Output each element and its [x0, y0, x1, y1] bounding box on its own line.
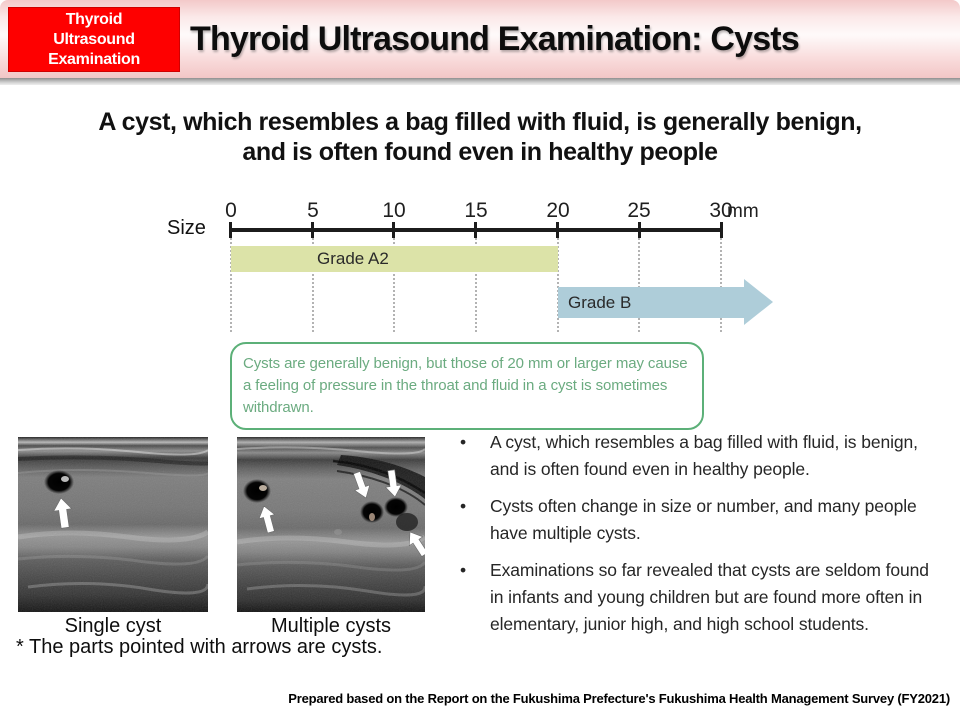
badge-line: Examination — [48, 50, 140, 68]
axis-tick — [720, 222, 723, 238]
cyst-arrow-icon — [408, 531, 425, 557]
badge-line: Ultrasound — [53, 30, 135, 48]
cyst-spot — [396, 513, 418, 531]
single-cyst-spot — [44, 470, 74, 494]
header-badge: Thyroid Ultrasound Examination — [8, 7, 180, 72]
axis-tick — [556, 222, 559, 238]
bullet-icon: • — [460, 560, 467, 580]
lead-line-2: and is often found even in healthy peopl… — [242, 138, 718, 166]
lead-line-1: A cyst, which resembles a bag filled wit… — [98, 108, 862, 136]
cyst-spot — [360, 501, 384, 523]
tick-label-25: 25 — [627, 199, 651, 222]
list-item-text: A cyst, which resembles a bag filled wit… — [490, 432, 918, 479]
ultrasound-image-multiple-cysts — [237, 437, 425, 612]
grade-b-arrow: Grade B — [558, 287, 744, 318]
list-item-text: Cysts often change in size or number, an… — [490, 496, 917, 543]
list-item: • Examinations so far revealed that cyst… — [452, 557, 946, 638]
gridline-dotted — [720, 238, 722, 332]
figure-caption-single: Single cyst — [64, 615, 162, 637]
ultrasound-image-single-cyst — [18, 437, 208, 612]
cyst-spot — [384, 497, 408, 517]
gridline-dotted — [312, 238, 314, 332]
cyst-arrow-icon — [53, 497, 73, 529]
tick-label-0: 0 — [225, 199, 237, 222]
gridline-dotted — [475, 238, 477, 332]
gridline-dotted — [557, 238, 559, 332]
bullet-list: • A cyst, which resembles a bag filled w… — [452, 429, 946, 648]
bullet-icon: • — [460, 432, 467, 452]
list-item-text: Examinations so far revealed that cysts … — [490, 560, 929, 634]
axis-tick — [474, 222, 477, 238]
gridline-dotted — [230, 238, 232, 332]
header-divider — [0, 78, 960, 85]
tick-label-20: 20 — [546, 199, 570, 222]
axis-label: Size — [167, 217, 206, 239]
cyst-spot — [243, 479, 271, 503]
grade-a2-bar: Grade A2 — [231, 246, 558, 272]
cyst-arrow-icon — [258, 505, 276, 534]
lead-heading: A cyst, which resembles a bag filled wit… — [0, 107, 960, 167]
gridline-dotted — [393, 238, 395, 332]
grade-a2-label: Grade A2 — [317, 249, 389, 268]
tick-label-10: 10 — [382, 199, 406, 222]
tick-label-30: 30 — [709, 199, 733, 222]
axis-tick — [311, 222, 314, 238]
source-attribution: Prepared based on the Report on the Fuku… — [288, 691, 950, 706]
size-scale-diagram: Size 0 5 10 15 20 25 30 mm Grade A2 Grad… — [0, 0, 960, 340]
axis-tick — [392, 222, 395, 238]
gridline-dotted — [638, 238, 640, 332]
list-item: • Cysts often change in size or number, … — [452, 493, 946, 547]
axis-tick — [638, 222, 641, 238]
tick-label-15: 15 — [464, 199, 488, 222]
grade-b-arrowhead-icon — [744, 279, 773, 325]
tick-label-5: 5 — [307, 199, 319, 222]
bullet-icon: • — [460, 496, 467, 516]
grade-b-label: Grade B — [568, 293, 632, 312]
page-title: Thyroid Ultrasound Examination: Cysts — [190, 19, 800, 58]
list-item: • A cyst, which resembles a bag filled w… — [452, 429, 946, 483]
axis-unit-label: mm — [727, 201, 759, 222]
axis-tick — [229, 222, 232, 238]
badge-line: Thyroid — [65, 10, 123, 28]
cyst-arrow-icon — [384, 469, 402, 498]
figure-footnote: * The parts pointed with arrows are cyst… — [16, 636, 383, 658]
cyst-arrow-icon — [353, 471, 371, 499]
figure-caption-multiple: Multiple cysts — [270, 615, 392, 637]
note-box: Cysts are generally benign, but those of… — [230, 342, 704, 430]
